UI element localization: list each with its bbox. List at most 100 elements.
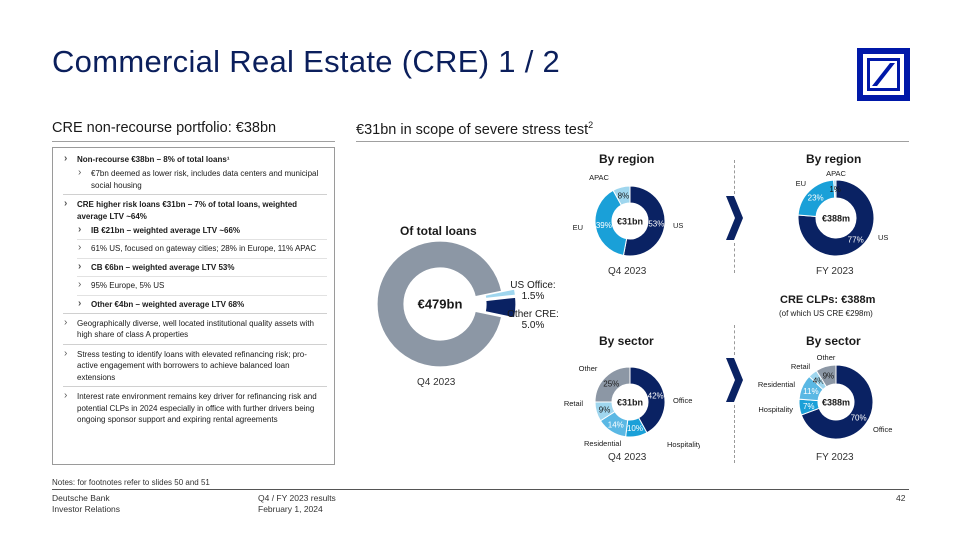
cre-clp-subtitle: (of which US CRE €298m): [779, 309, 873, 318]
slice-value-label: 7%: [803, 402, 815, 411]
slice-value-label: 14%: [608, 420, 624, 429]
donut-center-label: €388m: [822, 398, 850, 408]
sector-fy-title: By sector: [806, 334, 861, 348]
bullet-item: €7bn deemed as lower risk, includes data…: [77, 167, 327, 191]
donut-slice: [612, 185, 631, 206]
region-fy-title: By region: [806, 152, 862, 166]
donut-center-label: €388m: [822, 214, 850, 224]
left-section-heading: CRE non-recourse portfolio: €38bn: [52, 120, 277, 136]
separator-line: [734, 405, 735, 463]
donut-slice: [622, 185, 666, 257]
total-loans-donut-chart: €479bn: [376, 240, 517, 368]
region-fy-caption: FY 2023: [816, 266, 854, 277]
slice-value-label: 4%: [813, 377, 825, 386]
slice-name-label: Other: [579, 364, 598, 373]
slice-name-label: Residential: [584, 439, 621, 448]
right-heading-rule: [356, 141, 909, 142]
bullet-item: Other €4bn – weighted average LTV 68%: [77, 298, 327, 310]
chevron-right-icon: [726, 196, 743, 240]
page-number: 42: [896, 493, 906, 503]
us-office-label: US Office: 1.5%: [508, 280, 558, 302]
donut-slice: [484, 288, 517, 300]
other-cre-name: Other CRE:: [507, 309, 559, 320]
donut-slice: [800, 364, 874, 440]
sector-fy-donut-chart: 70% Office 7% Hospitality 11% Residential 4%Re…: [758, 353, 892, 440]
donut-slice: [594, 189, 628, 256]
donut-slice: [594, 366, 631, 403]
separator-line: [734, 160, 735, 194]
deutsche-bank-logo-icon: [857, 48, 910, 101]
separator-line: [734, 243, 735, 273]
portfolio-bullet-panel: Non-recourse €38bn – 8% of total loans¹ €…: [52, 147, 335, 465]
slice-value-label: 70%: [851, 414, 867, 423]
bullet-divider: [63, 386, 327, 388]
footnote-reference: Notes: for footnotes refer to slides 50 …: [52, 478, 210, 487]
bullet-divider: [63, 194, 327, 196]
bullet-divider: [63, 313, 327, 315]
slice-value-label: 39%: [596, 221, 612, 230]
bullet-divider: [77, 294, 327, 296]
bullet-item: Interest rate environment remains key dr…: [63, 390, 327, 425]
bullet-divider: [77, 257, 327, 259]
bullet-item: CRE higher risk loans €31bn – 7% of tota…: [63, 198, 327, 222]
bullet-divider: [77, 276, 327, 278]
slice-value-label: 9%: [823, 372, 835, 381]
footer-company: Deutsche Bank: [52, 493, 110, 503]
sector-q4-title: By sector: [599, 334, 654, 348]
left-heading-rule: [52, 141, 335, 142]
slice-name-label: APAC: [826, 169, 846, 178]
slice-value-label: 8%: [618, 191, 630, 200]
slice-name-label: Other: [817, 353, 836, 362]
us-office-value: 1.5%: [521, 291, 545, 302]
cre-clp-title: CRE CLPs: €388m: [780, 294, 876, 306]
donut-slice: [376, 240, 503, 368]
slice-name-label: Hospitality: [758, 405, 793, 414]
bullet-item: IB €21bn – weighted average LTV ~66%: [77, 224, 327, 236]
region-q4-donut-chart: 53% US 39% EU 8% APAC €31bn: [573, 173, 683, 257]
bullet-item: Stress testing to identify loans with el…: [63, 348, 327, 383]
slice-value-label: 10%: [627, 424, 643, 433]
bullet-item: 61% US, focused on gateway cities; 28% i…: [77, 242, 327, 254]
right-heading-footnote: 2: [588, 120, 594, 130]
slice-name-label: Office: [873, 425, 892, 434]
footer-date: February 1, 2024: [258, 504, 323, 514]
region-q4-title: By region: [599, 152, 655, 166]
bullet-item: CB €6bn – weighted average LTV 53%: [77, 261, 327, 273]
slice-name-label: Office: [673, 396, 692, 405]
bullet-item: Geographically diverse, well located ins…: [63, 317, 327, 341]
donut-slice: [484, 296, 517, 319]
slice-name-label: Retail: [564, 399, 584, 408]
slice-name-label: Residential: [758, 380, 795, 389]
slice-value-label: 53%: [648, 219, 664, 228]
slice-name-label: US: [878, 233, 888, 242]
donut-slice: [815, 364, 837, 388]
right-heading-text: €31bn in scope of severe stress test: [356, 121, 589, 138]
bullet-divider: [77, 239, 327, 241]
sector-fy-caption: FY 2023: [816, 452, 854, 463]
slice-value-label: 42%: [648, 391, 664, 400]
slice-name-label: Hospitality: [667, 440, 700, 449]
bullet-item: 95% Europe, 5% US: [77, 279, 327, 291]
slice-name-label: US: [673, 221, 683, 230]
bullet-item: Non-recourse €38bn – 8% of total loans¹: [63, 153, 327, 165]
bullet-list: Non-recourse €38bn – 8% of total loans¹ €…: [63, 153, 327, 428]
sector-q4-donut-chart: 42% Office 10% Hospitality 14% Residential 9% R…: [564, 364, 700, 449]
slice-value-label: 1%: [829, 185, 841, 194]
slice-name-label: Retail: [791, 362, 811, 371]
donut-slice: [833, 179, 837, 199]
slice-name-label: APAC: [589, 173, 609, 182]
right-section-heading: €31bn in scope of severe stress test2: [356, 120, 593, 138]
total-loans-caption: Q4 2023: [417, 377, 456, 388]
slice-name-label: EU: [796, 179, 806, 188]
donut-center-label: €31bn: [617, 398, 643, 408]
other-cre-label: Other CRE: 5.0%: [503, 309, 563, 331]
bullet-divider: [63, 343, 327, 345]
donut-center-label: €31bn: [617, 217, 643, 227]
donut-slice: [629, 366, 666, 434]
slice-value-label: 25%: [603, 379, 619, 388]
other-cre-value: 5.0%: [521, 320, 545, 331]
sector-q4-caption: Q4 2023: [608, 452, 647, 463]
slice-name-label: EU: [573, 223, 583, 232]
page-title: Commercial Real Estate (CRE) 1 / 2: [52, 44, 561, 79]
slice-value-label: 23%: [808, 193, 824, 202]
